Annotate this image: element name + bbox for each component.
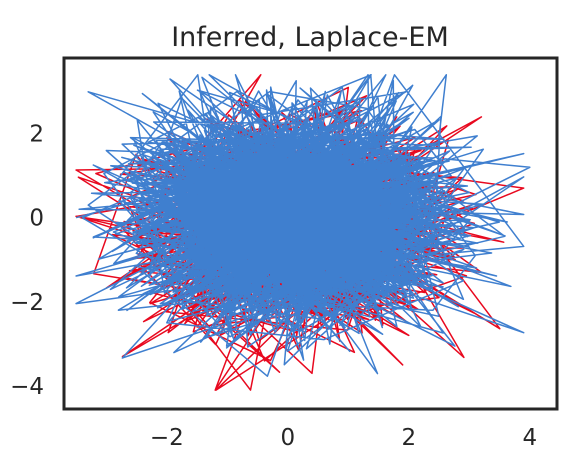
y-tick-label: 0 (29, 206, 44, 232)
x-tick-label: 4 (522, 425, 537, 451)
chart-title: Inferred, Laplace-EM (171, 22, 449, 53)
y-tick-label: −2 (10, 290, 44, 316)
y-tick-label: −4 (10, 374, 44, 400)
plot-area (75, 74, 531, 391)
x-tick-label: 2 (401, 425, 416, 451)
x-tick-label: 0 (280, 425, 295, 451)
series-line-blue (75, 74, 531, 377)
x-tick-labels: −2 0 2 4 (150, 425, 537, 451)
x-tick-label: −2 (150, 425, 184, 451)
axes-frame (62, 56, 559, 411)
y-tick-label: 2 (29, 122, 44, 148)
y-tick-labels: −4 −2 0 2 (10, 122, 44, 400)
